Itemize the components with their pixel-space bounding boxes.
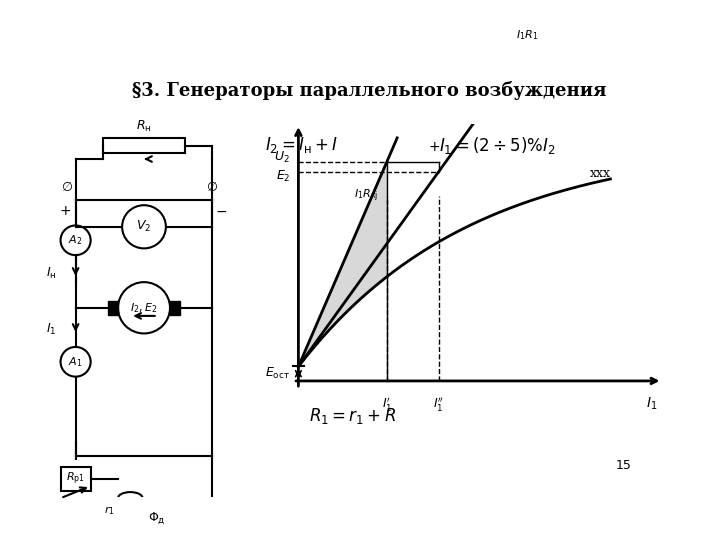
- Text: $I_1 = (2 \div 5)\% I_2$: $I_1 = (2 \div 5)\% I_2$: [439, 136, 556, 157]
- Text: $I_1$: $I_1$: [647, 395, 657, 412]
- Bar: [60, 467, 91, 491]
- Text: $+$: $+$: [428, 140, 440, 154]
- Text: $\varnothing$: $\varnothing$: [61, 180, 73, 194]
- Text: $+$: $+$: [58, 204, 71, 218]
- Bar: [170, 301, 179, 315]
- Text: $\Phi_{\rm д}$: $\Phi_{\rm д}$: [148, 510, 166, 526]
- Text: $I_1R_1$: $I_1R_1$: [516, 29, 539, 42]
- Text: $I_1'$: $I_1'$: [382, 395, 392, 414]
- Text: $A_1$: $A_1$: [68, 355, 83, 369]
- Text: $I_2 = I_{\mathrm{н}}+ I$: $I_2 = I_{\mathrm{н}}+ I$: [266, 136, 338, 156]
- Bar: [109, 301, 118, 315]
- Text: $A_2$: $A_2$: [68, 233, 83, 247]
- Text: $E_2$: $E_2$: [276, 169, 290, 184]
- Text: $I_1R_{\rm кj}$: $I_1R_{\rm кj}$: [354, 187, 378, 204]
- Text: 15: 15: [616, 460, 631, 472]
- Text: $I_1$: $I_1$: [46, 322, 56, 337]
- Text: $r_1$: $r_1$: [104, 504, 115, 517]
- Text: $U_2$: $U_2$: [274, 150, 290, 165]
- Bar: [103, 138, 185, 153]
- Text: $I_2, E_2$: $I_2, E_2$: [130, 301, 158, 315]
- Text: $I_1''$: $I_1''$: [433, 395, 444, 414]
- Text: $V_2$: $V_2$: [136, 219, 152, 234]
- Text: $\varnothing$: $\varnothing$: [207, 180, 218, 194]
- Text: $R_1 = r_1 + R$: $R_1 = r_1 + R$: [309, 406, 396, 426]
- Text: xxx: xxx: [590, 167, 611, 180]
- Text: $R_{\rm р1}$: $R_{\rm р1}$: [66, 471, 85, 488]
- Text: §3. Генераторы параллельного возбуждения: §3. Генераторы параллельного возбуждения: [132, 82, 606, 100]
- Text: $R_{\rm н}$: $R_{\rm н}$: [136, 119, 152, 134]
- Text: $-$: $-$: [215, 204, 227, 218]
- Text: $E_{\rm ост}$: $E_{\rm ост}$: [265, 366, 290, 381]
- Text: $I_{\rm н}$: $I_{\rm н}$: [46, 266, 56, 281]
